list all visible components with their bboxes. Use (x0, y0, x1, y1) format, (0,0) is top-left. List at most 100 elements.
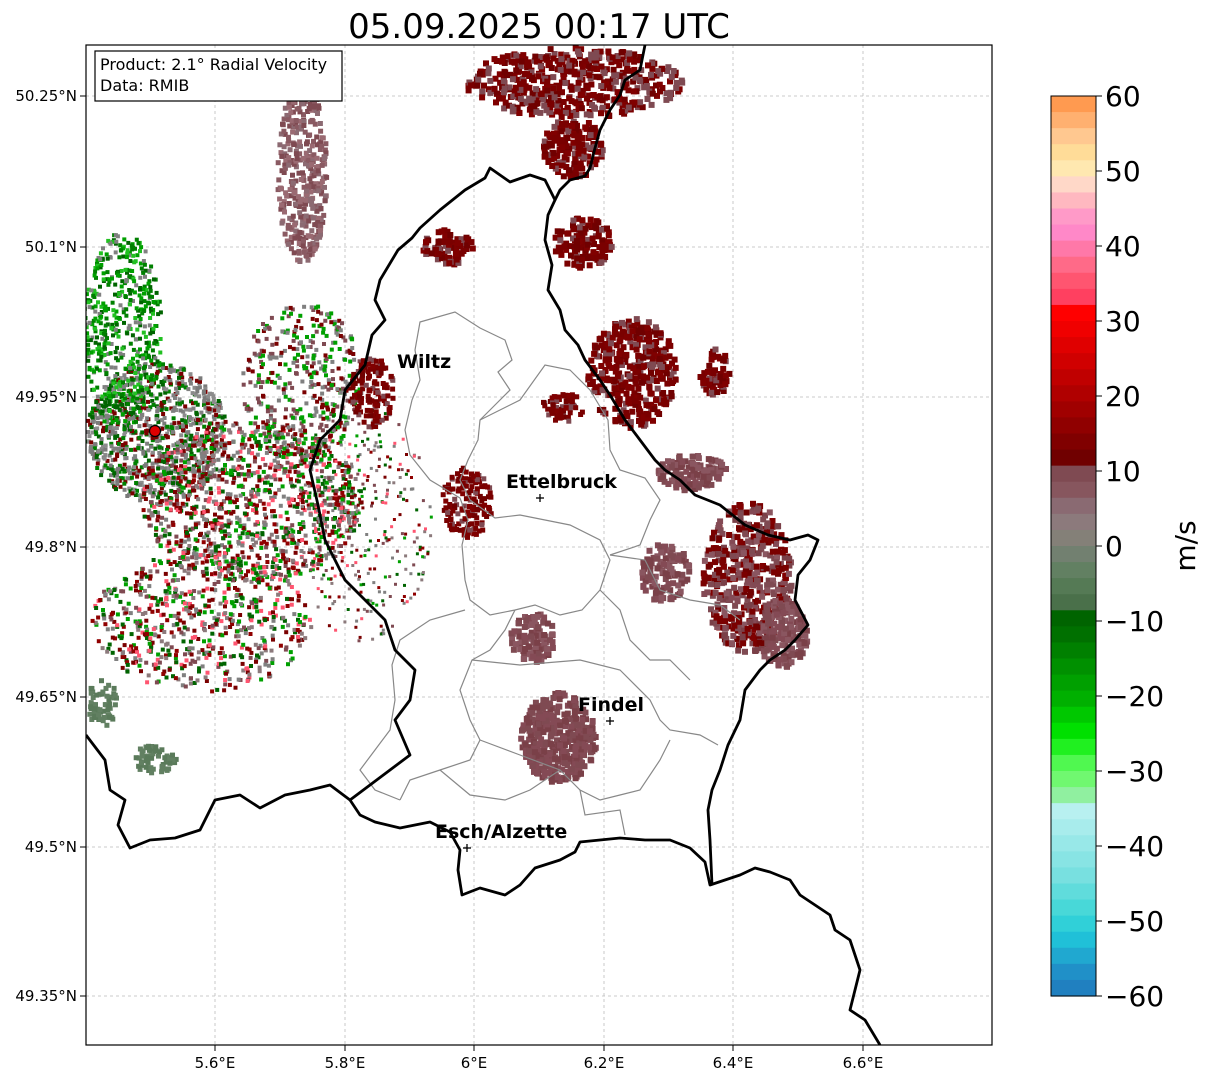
velocity-pixel (244, 406, 249, 411)
velocity-pixel (357, 422, 361, 426)
velocity-pixel (162, 630, 167, 634)
velocity-pixel (104, 277, 109, 282)
velocity-pixel (219, 619, 224, 624)
velocity-pixel (207, 421, 212, 426)
velocity-pixel (201, 588, 206, 593)
velocity-pixel (284, 630, 289, 635)
velocity-pixel (302, 508, 307, 513)
velocity-pixel (237, 464, 242, 469)
velocity-pixel (131, 406, 136, 411)
velocity-pixel (270, 424, 275, 429)
velocity-pixel (209, 491, 214, 496)
velocity-pixel (146, 399, 150, 404)
velocity-pixel (250, 451, 255, 456)
velocity-pixel (86, 351, 90, 356)
velocity-pixel (397, 494, 400, 498)
velocity-pixel (276, 572, 281, 577)
velocity-pixel (262, 520, 267, 525)
velocity-pixel (622, 107, 629, 114)
velocity-pixel (301, 177, 307, 183)
velocity-pixel (124, 399, 129, 404)
velocity-pixel (115, 358, 120, 363)
velocity-pixel (119, 284, 124, 289)
velocity-pixel (429, 515, 433, 519)
velocity-pixel (118, 386, 123, 391)
velocity-pixel (630, 88, 637, 95)
velocity-pixel (349, 334, 353, 339)
velocity-pixel (110, 322, 115, 327)
velocity-pixel (347, 373, 352, 378)
velocity-pixel (109, 326, 114, 331)
velocity-pixel (256, 424, 260, 429)
velocity-pixel (119, 636, 124, 641)
velocity-pixel (254, 510, 259, 515)
velocity-pixel (90, 430, 95, 435)
velocity-pixel (550, 74, 557, 81)
velocity-pixel (104, 722, 110, 728)
velocity-pixel (114, 657, 119, 661)
velocity-pixel (283, 382, 288, 387)
velocity-pixel (325, 415, 330, 420)
velocity-pixel (201, 413, 206, 418)
velocity-pixel (95, 263, 100, 268)
velocity-pixel (311, 308, 316, 312)
velocity-pixel (349, 529, 354, 533)
velocity-pixel (279, 464, 284, 469)
velocity-pixel (190, 555, 195, 560)
velocity-pixel (614, 89, 621, 96)
velocity-pixel (144, 340, 149, 345)
velocity-pixel (103, 447, 108, 452)
velocity-pixel (235, 466, 240, 471)
velocity-pixel (267, 536, 272, 541)
velocity-pixel (131, 394, 136, 399)
velocity-pixel (159, 486, 164, 490)
velocity-pixel (158, 490, 163, 495)
velocity-pixel (285, 222, 291, 228)
velocity-pixel (319, 422, 324, 427)
velocity-pixel (271, 615, 276, 619)
velocity-pixel (231, 465, 236, 470)
velocity-pixel (560, 173, 567, 180)
velocity-pixel (346, 471, 350, 475)
velocity-pixel (274, 547, 279, 552)
velocity-pixel (564, 54, 571, 61)
velocity-pixel (205, 401, 210, 406)
velocity-pixel (110, 716, 116, 722)
velocity-pixel (157, 438, 162, 443)
velocity-pixel (309, 375, 314, 380)
velocity-pixel (169, 645, 174, 650)
velocity-pixel (304, 449, 309, 454)
velocity-pixel (165, 618, 170, 623)
velocity-pixel (182, 625, 187, 630)
velocity-pixel (140, 405, 145, 410)
velocity-pixel (170, 567, 174, 572)
velocity-pixel (539, 96, 546, 103)
velocity-pixel (395, 572, 399, 576)
velocity-pixel (598, 83, 605, 89)
velocity-pixel (172, 421, 177, 426)
velocity-pixel (111, 695, 117, 701)
velocity-pixel (303, 636, 308, 641)
velocity-pixel (186, 479, 191, 484)
velocity-pixel (94, 400, 99, 405)
velocity-pixel (300, 170, 305, 176)
velocity-pixel (200, 594, 205, 599)
velocity-pixel (191, 464, 196, 469)
velocity-pixel (239, 645, 244, 650)
velocity-pixel (231, 654, 236, 659)
velocity-pixel (339, 443, 343, 447)
velocity-pixel (314, 305, 319, 310)
velocity-pixel (137, 582, 142, 587)
velocity-pixel (269, 475, 274, 480)
velocity-pixel (253, 522, 258, 527)
velocity-pixel (352, 529, 356, 533)
velocity-pixel (261, 420, 266, 425)
velocity-pixel (206, 604, 211, 609)
velocity-pixel (281, 144, 287, 150)
velocity-pixel (113, 435, 118, 440)
velocity-pixel (194, 410, 199, 415)
velocity-pixel (101, 277, 106, 282)
velocity-pixel (111, 308, 116, 313)
velocity-pixel (139, 465, 144, 470)
velocity-pixel (249, 473, 254, 478)
